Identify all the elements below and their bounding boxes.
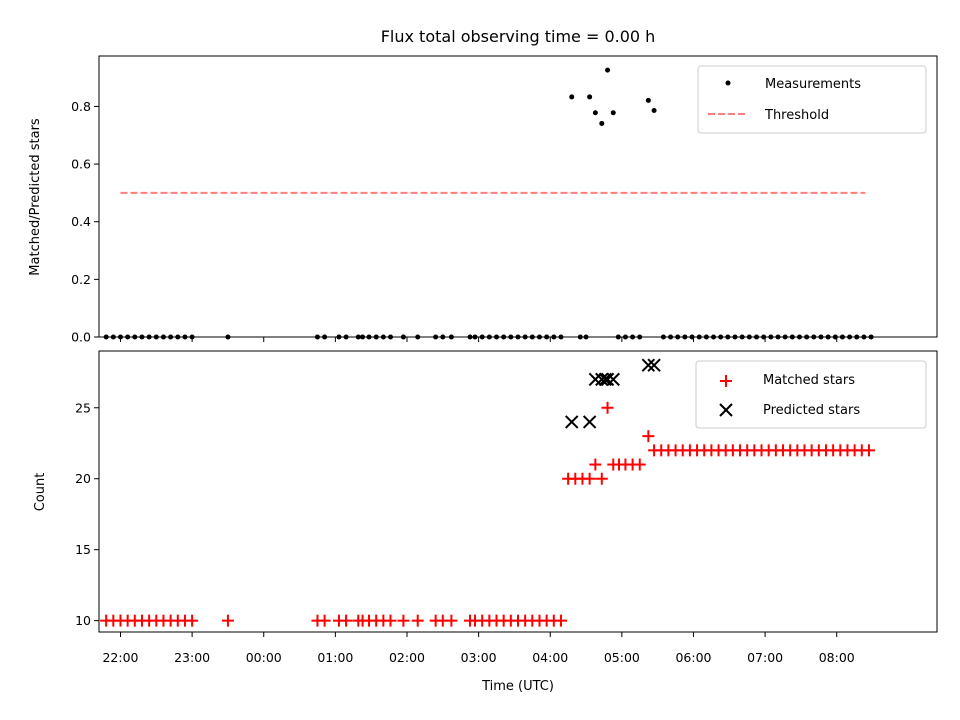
legend-measurements: Measurements: [765, 77, 861, 92]
ratio-y-tick-label: 0.2: [71, 272, 91, 287]
matched-star-point: [397, 614, 410, 627]
x-tick-label: 04:00: [532, 650, 568, 665]
x-tick-label: 01:00: [317, 650, 353, 665]
x-tick-label: 07:00: [747, 650, 783, 665]
ratio-y-tick-label: 0.6: [71, 157, 91, 172]
x-tick-label: 22:00: [102, 650, 138, 665]
matched-star-point: [642, 430, 655, 443]
measurement-point: [610, 110, 616, 116]
predicted-star-point: [565, 415, 579, 429]
ratio-y-tick-label: 0.8: [71, 99, 91, 114]
x-tick-label: 06:00: [675, 650, 711, 665]
matched-star-point: [411, 614, 424, 627]
ratio-axes-frame: [98, 55, 938, 338]
matched-star-point: [554, 614, 567, 627]
legend-matched-stars: Matched stars: [763, 373, 855, 388]
matched-star-point: [445, 614, 458, 627]
ratio-legend-box: [697, 65, 927, 134]
matched-star-point: [340, 614, 353, 627]
count-x-ticks: 22:00 23:00 00:00 01:00 02:00 03:00 04:00 05:00…: [102, 632, 855, 665]
chart-title: Flux total observing time = 0.00 h: [381, 27, 656, 46]
predicted-legend-marker: [719, 403, 733, 417]
count-y-tick-label: 10: [75, 613, 91, 628]
predicted-star-point: [588, 372, 603, 387]
predicted-star-point: [600, 372, 615, 387]
predicted-star-point: [606, 372, 620, 387]
ratio-x-ticks: [119, 337, 838, 342]
count-y-ticks: 10 15 20 25: [75, 400, 99, 628]
matched-star-point: [595, 472, 608, 485]
measurements-legend-marker: [725, 80, 731, 86]
count-legend-box: [695, 360, 927, 429]
count-y-tick-label: 15: [75, 542, 91, 557]
x-tick-label: 03:00: [461, 650, 497, 665]
measurement-point: [651, 107, 657, 113]
x-tick-label: 05:00: [604, 650, 640, 665]
x-tick-label: 23:00: [174, 650, 210, 665]
x-tick-label: 00:00: [246, 650, 282, 665]
matched-star-point: [589, 458, 602, 471]
matched-star-point: [221, 614, 234, 627]
matched-star-point: [862, 444, 875, 457]
ratio-y-tick-label: 0.0: [71, 330, 91, 345]
ratio-y-tick-label: 0.4: [71, 214, 91, 229]
legend-threshold: Threshold: [764, 108, 829, 123]
predicted-star-point: [641, 358, 656, 372]
matched-star-point: [583, 472, 596, 485]
matched-star-point: [318, 614, 331, 627]
count-axes-frame: [98, 350, 938, 633]
ratio-legend: Measurements Threshold: [697, 65, 927, 134]
count-plot-area: [100, 358, 875, 627]
x-tick-label: 02:00: [389, 650, 425, 665]
predicted-star-point: [647, 358, 661, 372]
legend-predicted-stars: Predicted stars: [763, 403, 860, 418]
ratio-y-ticks: 0.0 0.2 0.4 0.6 0.8: [71, 99, 99, 345]
predicted-star-point: [595, 372, 609, 387]
matched-star-point: [601, 401, 614, 414]
measurement-point: [599, 120, 605, 126]
measurement-point: [587, 94, 593, 100]
count-y-axis-label: Count: [33, 473, 48, 512]
count-legend: Matched stars Predicted stars: [695, 360, 927, 429]
predicted-star-point: [582, 415, 597, 429]
matched-star-point: [186, 614, 199, 627]
matched-star-point: [633, 458, 646, 471]
measurement-point: [569, 94, 575, 100]
ratio-panel: 0.00.20.40.60.8 Matched/Predicted stars …: [28, 55, 938, 345]
measurement-point: [605, 67, 611, 73]
measurement-point: [645, 97, 651, 103]
measurement-point: [592, 110, 598, 116]
x-tick-label: 08:00: [819, 650, 855, 665]
ratio-y-axis-label: Matched/Predicted stars: [28, 118, 43, 276]
matched-legend-marker: [720, 375, 732, 387]
count-y-tick-label: 20: [75, 471, 91, 486]
matched-star-point: [384, 614, 397, 627]
count-panel: 10 15 20 25 22:00 23:00 00:00 01:00 02:00 03:00 0…: [33, 350, 938, 694]
x-axis-label: Time (UTC): [481, 679, 554, 694]
count-y-tick-label: 25: [75, 400, 91, 415]
